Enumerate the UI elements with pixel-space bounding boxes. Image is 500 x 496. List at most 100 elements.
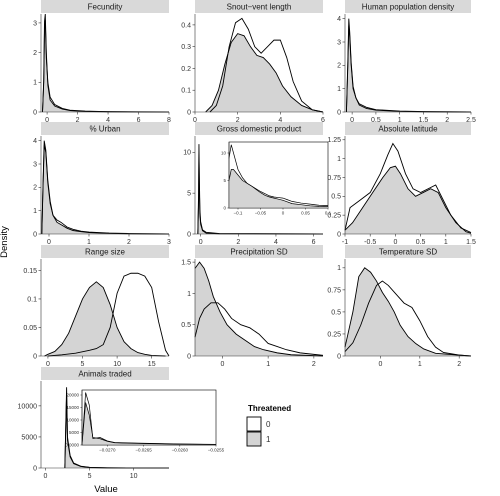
x-tick-label: 3 bbox=[167, 239, 171, 246]
y-tick-label: 0.75 bbox=[327, 287, 341, 294]
density-line-threatened-0 bbox=[47, 272, 170, 357]
x-tick-label: 1 bbox=[418, 361, 422, 368]
facet-strip bbox=[345, 122, 471, 135]
x-tick-label: -1 bbox=[342, 239, 348, 246]
x-tick-label: 2 bbox=[236, 239, 240, 246]
density-area-threatened-1 bbox=[41, 140, 169, 234]
y-tick-label: 0.4 bbox=[181, 22, 191, 29]
inset-x-tick-label: 0.05 bbox=[301, 211, 310, 216]
y-tick-label: 0 bbox=[187, 353, 191, 360]
facet-title: Animals traded bbox=[78, 370, 131, 379]
x-tick-label: 0.5 bbox=[416, 239, 426, 246]
density-line-threatened-0 bbox=[41, 145, 170, 235]
inset-chart: −0.0270 −0.0265 −0.0260 −0.0255 0.0000 5000 10… bbox=[65, 389, 225, 453]
y-tick-label: 1 bbox=[33, 208, 37, 215]
inset-y-tick-label: 0.0000 bbox=[65, 443, 79, 448]
y-tick-label: 1 bbox=[337, 86, 341, 93]
y-tick-label: 0.1 bbox=[27, 296, 37, 303]
panel-3: Human population density 0 0.5 1 1.5 2 2.5 0 1 2 3… bbox=[337, 0, 476, 124]
y-tick-label: 4 bbox=[33, 138, 37, 145]
y-tick-label: 0 bbox=[187, 231, 191, 238]
x-tick-label: 5 bbox=[88, 473, 92, 480]
x-tick-label: 1.5 bbox=[466, 239, 476, 246]
y-tick-label: 10 bbox=[183, 150, 191, 157]
inset-y-tick-label: 0 bbox=[223, 206, 226, 211]
inset-y-tick-label: 5000 bbox=[69, 430, 80, 435]
x-tick-label: 2 bbox=[312, 361, 316, 368]
x-tick-label: 5 bbox=[81, 361, 85, 368]
x-tick-label: 6 bbox=[312, 239, 316, 246]
y-tick-label: 0.75 bbox=[327, 175, 341, 182]
inset-x-tick-label: 0.1 bbox=[325, 211, 332, 216]
inset-x-tick-label: −0.0265 bbox=[135, 448, 152, 453]
facet-title: % Urban bbox=[89, 125, 120, 134]
y-tick-label: 0 bbox=[33, 353, 37, 360]
y-tick-label: 0.2 bbox=[181, 66, 191, 73]
panel-4: % Urban 0 1 2 3 0 1 2 3 4 bbox=[33, 122, 171, 246]
density-area-threatened-1 bbox=[195, 262, 323, 356]
x-tick-label: 6 bbox=[137, 117, 141, 124]
density-line-threatened-0 bbox=[209, 17, 324, 113]
facet-strip bbox=[195, 0, 323, 13]
x-tick-label: 0 bbox=[199, 239, 203, 246]
y-tick-label: 1 bbox=[337, 156, 341, 163]
x-tick-label: 10 bbox=[130, 473, 138, 480]
y-tick-label: 0.3 bbox=[181, 44, 191, 51]
facet-strip bbox=[345, 245, 471, 258]
density-line-threatened-0 bbox=[345, 25, 472, 113]
panel-6: Absolute latitude -1 -0.5 0 0.5 1 1.5 0 0.25 0.5 0… bbox=[327, 122, 476, 246]
facet-strip bbox=[41, 245, 169, 258]
x-tick-label: 2 bbox=[236, 117, 240, 124]
y-tick-label: 1 bbox=[33, 80, 37, 87]
facet-title: Human population density bbox=[362, 3, 455, 12]
y-tick-label: 0 bbox=[337, 353, 341, 360]
inset-y-tick-label: 10 bbox=[221, 151, 227, 156]
inset-plot-background bbox=[81, 389, 217, 446]
facet-title: Absolute latitude bbox=[378, 125, 438, 134]
y-tick-label: 0 bbox=[337, 231, 341, 238]
facet-title: Fecundity bbox=[88, 3, 123, 12]
inset-density-line-threatened-1 bbox=[228, 169, 329, 207]
y-tick-label: 0.5 bbox=[181, 322, 191, 329]
y-tick-label: 3 bbox=[337, 39, 341, 46]
x-tick-label: 4 bbox=[278, 117, 282, 124]
y-tick-label: 0 bbox=[33, 465, 37, 472]
density-area-threatened-1 bbox=[44, 281, 166, 356]
x-tick-label: 2 bbox=[445, 117, 449, 124]
x-tick-label: 1 bbox=[398, 117, 402, 124]
y-tick-label: 2 bbox=[33, 185, 37, 192]
y-tick-label: 1.25 bbox=[327, 137, 341, 144]
density-line-threatened-1 bbox=[205, 33, 324, 113]
facet-strip bbox=[41, 122, 169, 135]
legend-key-0 bbox=[246, 416, 262, 432]
panel-8: Precipitation SD 0 1 2 0 0.5 1 1.5 bbox=[181, 245, 324, 368]
x-tick-label: 0 bbox=[350, 117, 354, 124]
density-line-threatened-0 bbox=[194, 302, 324, 356]
y-tick-label: 2 bbox=[337, 63, 341, 70]
y-tick-label: 0 bbox=[33, 109, 37, 116]
x-tick-label: 8 bbox=[167, 117, 171, 124]
inset-x-tick-label: −0.05 bbox=[255, 211, 267, 216]
y-tick-label: 10000 bbox=[18, 403, 38, 410]
y-tick-label: 1.5 bbox=[181, 260, 191, 267]
inset-x-tick-label: −0.1 bbox=[234, 211, 243, 216]
legend-title: Threatened bbox=[248, 404, 291, 413]
density-line-threatened-0 bbox=[344, 280, 472, 357]
y-tick-label: 0.25 bbox=[327, 331, 341, 338]
x-tick-label: 4 bbox=[106, 117, 110, 124]
plot-background bbox=[41, 14, 169, 112]
density-area-threatened-1 bbox=[205, 33, 323, 112]
inset-y-tick-label: 10000 bbox=[66, 418, 79, 423]
facet-title: Snout−vent length bbox=[227, 3, 292, 12]
y-tick-label: 0 bbox=[33, 231, 37, 238]
legend-label-1: 1 bbox=[266, 435, 271, 444]
chart-panels: Fecundity 0 2 4 6 8 0 1 2 3 Snout−vent length 0 2 4 6 0… bbox=[18, 0, 476, 480]
density-line-threatened-0 bbox=[344, 142, 472, 233]
inset-density-line-threatened-0 bbox=[81, 392, 217, 446]
density-line-threatened-1 bbox=[44, 281, 166, 357]
y-tick-label: 0.5 bbox=[331, 194, 341, 201]
inset-y-tick-label: 5 bbox=[223, 178, 226, 183]
x-tick-label: 0 bbox=[193, 117, 197, 124]
x-tick-label: 1 bbox=[266, 361, 270, 368]
